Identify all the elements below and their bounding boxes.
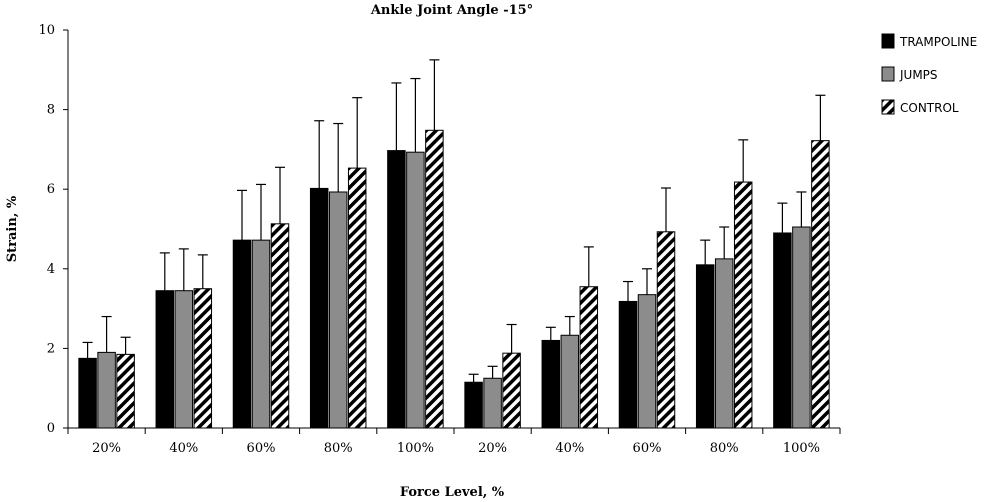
bar: [656, 231, 676, 429]
bar: [309, 187, 329, 429]
y-tick-label: 8: [47, 103, 55, 118]
y-tick-label: 0: [47, 421, 55, 436]
bar: [464, 381, 483, 429]
legend-swatch: [881, 33, 895, 49]
bar: [232, 239, 252, 429]
bar: [425, 129, 444, 429]
bar: [695, 264, 715, 429]
bar: [78, 357, 97, 429]
bar: [714, 258, 734, 429]
chart-title: Ankle Joint Angle -15°: [370, 3, 533, 18]
bar: [251, 239, 271, 429]
legend-label: CONTROL: [900, 101, 959, 115]
bar: [406, 151, 425, 429]
x-tick-label: 100%: [397, 441, 434, 456]
bar: [347, 167, 367, 429]
legend-swatch: [881, 66, 895, 82]
bar: [270, 223, 290, 429]
x-tick-label: 20%: [478, 441, 507, 456]
bar: [174, 290, 194, 429]
bar: [773, 232, 792, 429]
bar: [811, 140, 830, 429]
bar: [502, 352, 521, 429]
y-tick-label: 2: [47, 341, 55, 356]
bar: [97, 351, 116, 429]
legend-label: JUMPS: [899, 68, 938, 82]
bar: [328, 191, 348, 429]
bar: [116, 353, 135, 429]
y-tick-label: 6: [47, 182, 55, 197]
bar: [155, 290, 175, 429]
x-tick-label: 80%: [710, 441, 739, 456]
x-tick-label: 60%: [247, 441, 276, 456]
x-tick-label: 40%: [555, 441, 584, 456]
bar: [579, 286, 599, 429]
x-tick-label: 40%: [169, 441, 198, 456]
bar: [792, 226, 811, 429]
bar: [618, 300, 638, 429]
x-tick-label: 20%: [92, 441, 121, 456]
bar: [541, 339, 561, 429]
y-tick-label: 4: [47, 262, 55, 277]
y-axis-label: Strain, %: [5, 195, 20, 262]
x-tick-label: 60%: [633, 441, 662, 456]
x-tick-label: 100%: [783, 441, 820, 456]
x-tick-label: 80%: [324, 441, 353, 456]
bar: [637, 294, 657, 429]
legend-label: TRAMPOLINE: [899, 35, 977, 49]
bar: [483, 377, 502, 429]
legend-swatch: [881, 99, 895, 115]
x-axis-label: Force Level, %: [400, 485, 505, 500]
bar: [193, 288, 213, 429]
y-tick-label: 10: [38, 23, 55, 38]
bar: [387, 150, 406, 429]
bar: [733, 181, 753, 429]
bar: [560, 334, 580, 429]
